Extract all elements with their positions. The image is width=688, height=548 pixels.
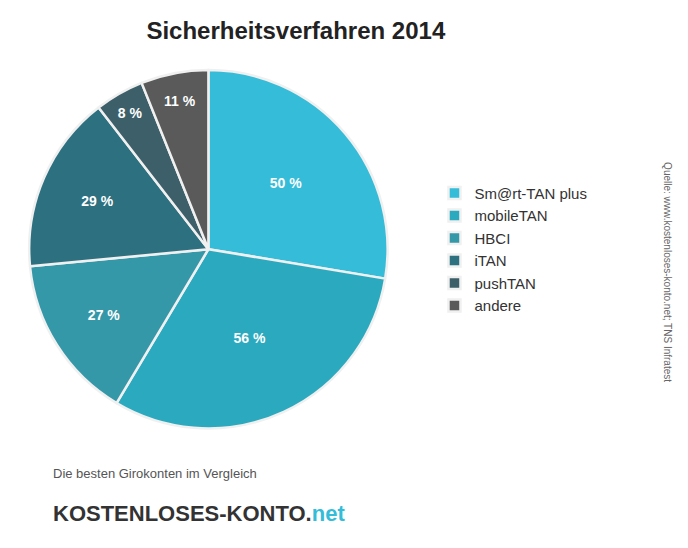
svg-text:8 %: 8 % <box>118 105 143 121</box>
svg-text:Sicherheitsverfahren 2014: Sicherheitsverfahren 2014 <box>146 17 445 44</box>
svg-text:Sm@rt-TAN plus: Sm@rt-TAN plus <box>474 185 586 202</box>
svg-text:11 %: 11 % <box>164 93 196 109</box>
svg-text:andere: andere <box>474 297 521 314</box>
svg-text:HBCI: HBCI <box>474 230 510 247</box>
svg-text:mobileTAN: mobileTAN <box>474 207 547 224</box>
svg-text:56 %: 56 % <box>233 330 265 346</box>
svg-text:pushTAN: pushTAN <box>474 275 535 292</box>
svg-text:iTAN: iTAN <box>474 252 506 269</box>
svg-text:50 %: 50 % <box>270 175 302 191</box>
svg-text:29 %: 29 % <box>81 193 113 209</box>
svg-text:27 %: 27 % <box>88 307 120 323</box>
svg-text:Die besten Girokonten im Vergl: Die besten Girokonten im Vergleich <box>53 466 257 481</box>
svg-text:KOSTENLOSES-KONTO.net: KOSTENLOSES-KONTO.net <box>53 501 345 526</box>
svg-text:Quelle: www.kostenloses-konto.: Quelle: www.kostenloses-konto.net; TNS I… <box>662 162 673 382</box>
